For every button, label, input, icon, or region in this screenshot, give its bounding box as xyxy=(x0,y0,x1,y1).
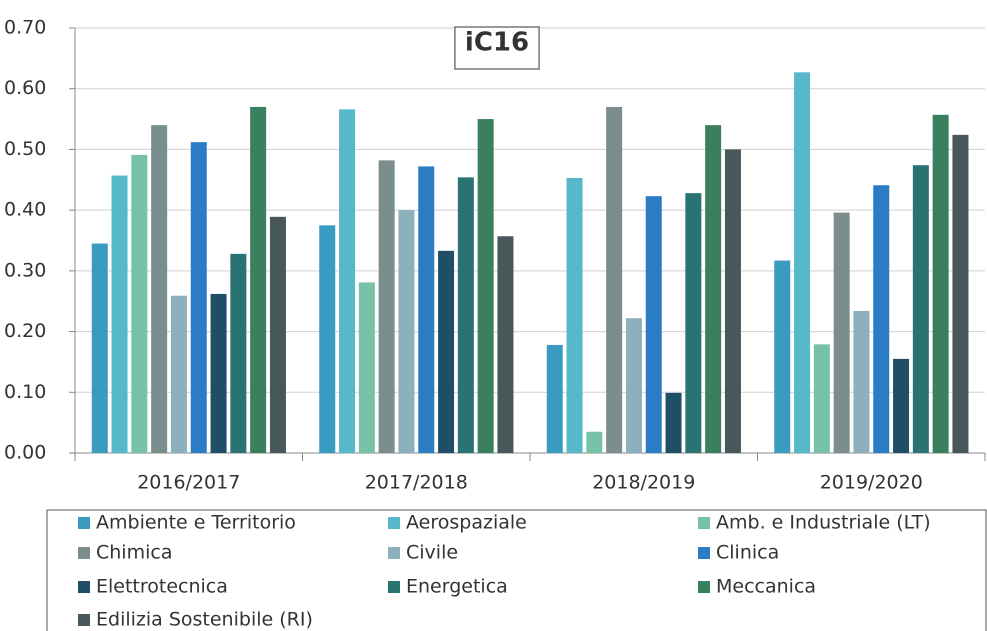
legend-swatch xyxy=(698,581,710,593)
bar xyxy=(319,225,336,453)
bar xyxy=(665,392,682,453)
title-box xyxy=(454,26,540,70)
x-tick-label: 2016/2017 xyxy=(137,472,240,494)
bar xyxy=(497,236,514,453)
bar xyxy=(813,344,830,453)
bar xyxy=(606,106,623,453)
bar xyxy=(952,134,969,453)
legend-swatch xyxy=(78,581,90,593)
bar xyxy=(705,125,722,454)
bar xyxy=(131,154,148,453)
bar xyxy=(190,142,207,453)
legend-label: Chimica xyxy=(96,542,172,564)
y-tick-label: 0.20 xyxy=(4,320,46,342)
bar xyxy=(645,196,662,453)
bar xyxy=(418,166,435,453)
legend-swatch xyxy=(698,547,710,559)
bar xyxy=(358,282,375,453)
bar xyxy=(398,210,415,453)
y-tick-label: 0.30 xyxy=(4,259,46,281)
legend-swatch xyxy=(78,614,90,626)
bar xyxy=(210,293,227,453)
bar xyxy=(230,253,247,453)
bar xyxy=(438,250,455,453)
bar xyxy=(111,175,128,454)
bar xyxy=(91,243,108,453)
x-tick-label: 2019/2020 xyxy=(820,472,923,494)
bar xyxy=(912,165,929,453)
legend-label: Civile xyxy=(406,542,458,564)
bar xyxy=(586,431,603,453)
y-tick-label: 0.40 xyxy=(4,199,46,221)
bar xyxy=(378,160,395,453)
legend-swatch xyxy=(78,547,90,559)
legend-box xyxy=(46,509,987,631)
bar xyxy=(853,310,870,453)
bar xyxy=(724,149,741,453)
bar xyxy=(566,177,583,453)
bar xyxy=(685,193,702,453)
legend-swatch xyxy=(388,547,400,559)
legend-label: Amb. e Industriale (LT) xyxy=(716,512,931,534)
bar xyxy=(477,119,494,454)
bar xyxy=(457,177,474,453)
legend-label: Clinica xyxy=(716,542,779,564)
legend-swatch xyxy=(698,517,710,529)
legend-label: Meccanica xyxy=(716,576,816,598)
bar xyxy=(932,114,949,454)
bar xyxy=(794,72,811,454)
legend-swatch xyxy=(78,517,90,529)
bar xyxy=(151,125,168,454)
chart-title: iC16 xyxy=(465,28,529,58)
legend-label: Ambiente e Territorio xyxy=(96,512,296,534)
x-tick-label: 2017/2018 xyxy=(365,472,468,494)
bar xyxy=(250,106,267,453)
legend-label: Elettrotecnica xyxy=(96,576,228,598)
bar xyxy=(873,185,890,453)
bar xyxy=(625,318,642,453)
legend-swatch xyxy=(388,517,400,529)
y-tick-label: 0.70 xyxy=(4,17,46,39)
bar xyxy=(774,260,791,453)
legend-swatch xyxy=(388,581,400,593)
bar xyxy=(339,109,356,453)
legend-label: Edilizia Sostenibile (RI) xyxy=(96,609,313,631)
y-tick-label: 0.10 xyxy=(4,381,46,403)
y-tick-label: 0.50 xyxy=(4,138,46,160)
bar xyxy=(833,212,850,453)
y-tick-label: 0.00 xyxy=(4,442,46,464)
bar xyxy=(269,216,286,453)
bar xyxy=(170,295,187,453)
x-tick-label: 2018/2019 xyxy=(592,472,695,494)
legend-label: Aerospaziale xyxy=(406,512,527,534)
legend-label: Energetica xyxy=(406,576,508,598)
y-tick-label: 0.60 xyxy=(4,77,46,99)
bar xyxy=(546,344,563,453)
bar xyxy=(893,358,910,453)
